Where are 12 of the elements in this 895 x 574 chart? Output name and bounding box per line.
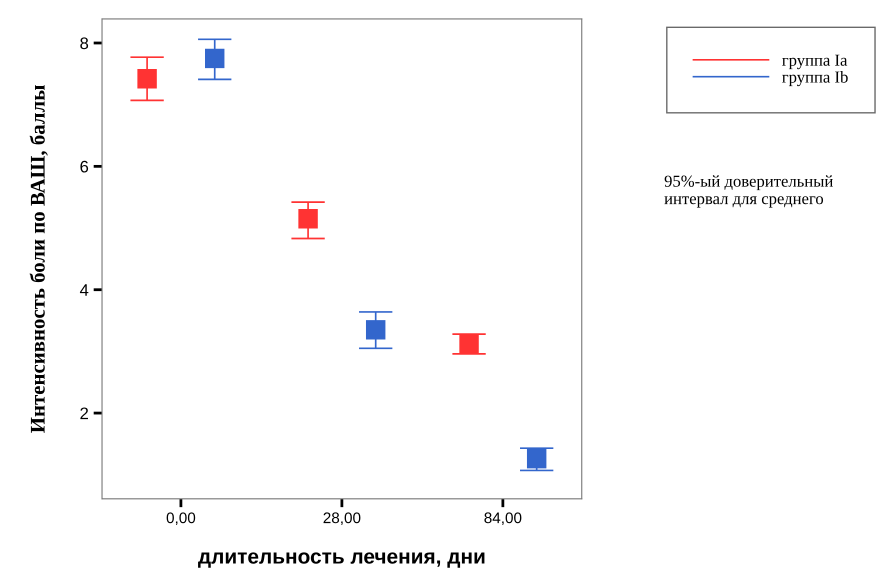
x-tick-label: 28,00 [324,512,360,526]
x-axis-title: длительность лечения, дни [198,552,484,568]
x-tick-label: 0,00 [166,512,196,526]
y-tick-label: 2 [80,407,88,420]
text: 95%-ый доверительный интервал для среднего [664,175,833,208]
y-axis-title: Интенсивность боли по ВАШ, баллы [30,85,48,433]
legend-label: группа Ia [782,54,848,70]
y-tick-label: 6 [80,160,88,173]
legend-label: группа Ib [782,70,848,86]
y-tick-label: 4 [80,284,88,296]
y-tick-label: 8 [80,37,88,50]
x-tick-label: 84,00 [484,512,522,526]
